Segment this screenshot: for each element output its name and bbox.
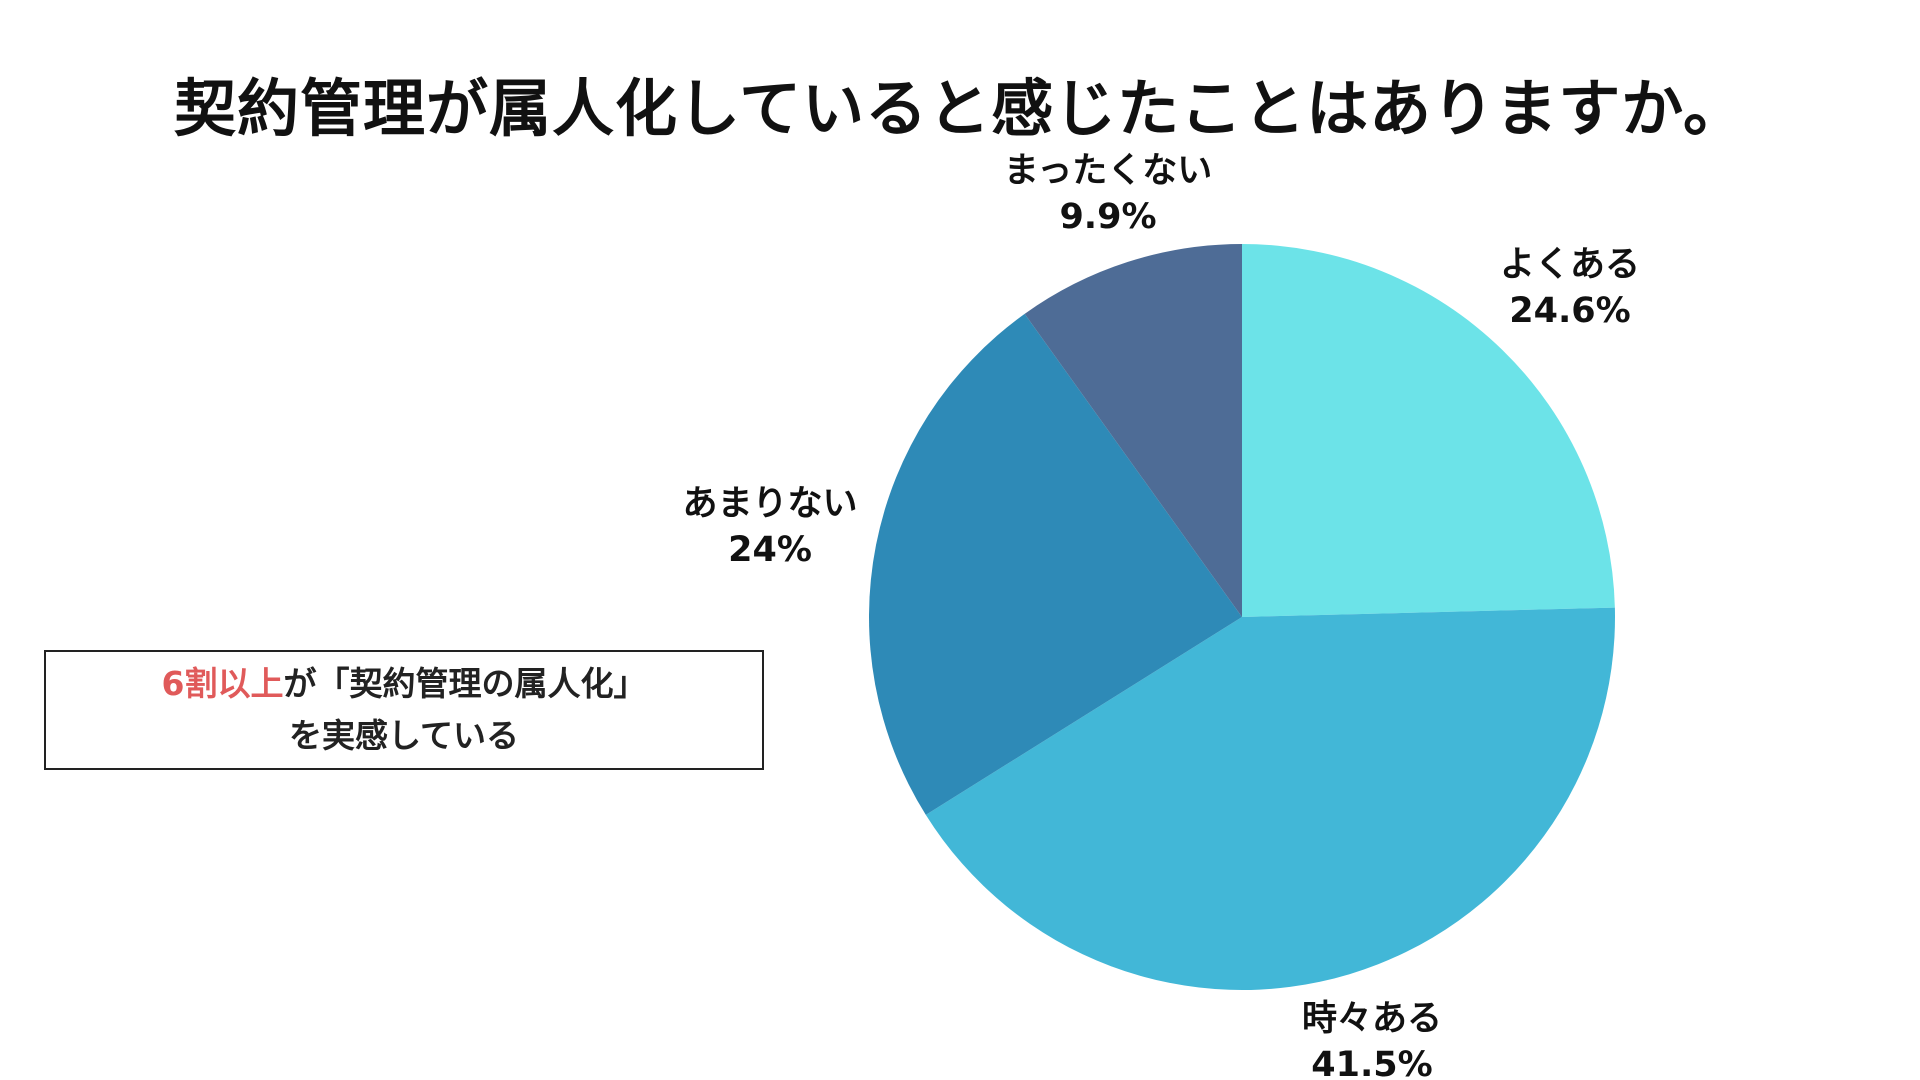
callout-line-1-text: が「契約管理の属人化」 (283, 664, 647, 703)
chart-title: 契約管理が属人化していると感じたことはありますか。 (174, 72, 1746, 145)
pie-slice-1 (1242, 244, 1615, 617)
slice-category-label: よくある (1500, 245, 1640, 285)
callout-line-2: を実感している (288, 716, 519, 755)
pie-slices (868, 244, 1615, 991)
callout-line-1: 6割以上が「契約管理の属人化」 (162, 658, 647, 710)
slice-category-label: 時々ある (1302, 999, 1442, 1039)
pie-slice-2 (925, 607, 1615, 991)
slice-category-label: まったくない (1004, 151, 1213, 191)
slice-value-label: 9.9% (1059, 197, 1156, 237)
pie-labels: よくある 24.6% 時々ある 41.5% あまりない 24% まったくない 9.9% (682, 151, 1640, 1080)
slice-value-label: 41.5% (1311, 1045, 1432, 1080)
summary-callout-box: 6割以上が「契約管理の属人化」 を実感している (44, 650, 764, 770)
slice-value-label: 24% (728, 530, 812, 570)
pie-slice-3 (868, 313, 1242, 815)
callout-highlight: 6割以上 (161, 664, 284, 703)
slice-value-label: 24.6% (1509, 291, 1630, 331)
pie-slice-4 (1024, 244, 1242, 617)
slice-category-label: あまりない (682, 484, 857, 524)
